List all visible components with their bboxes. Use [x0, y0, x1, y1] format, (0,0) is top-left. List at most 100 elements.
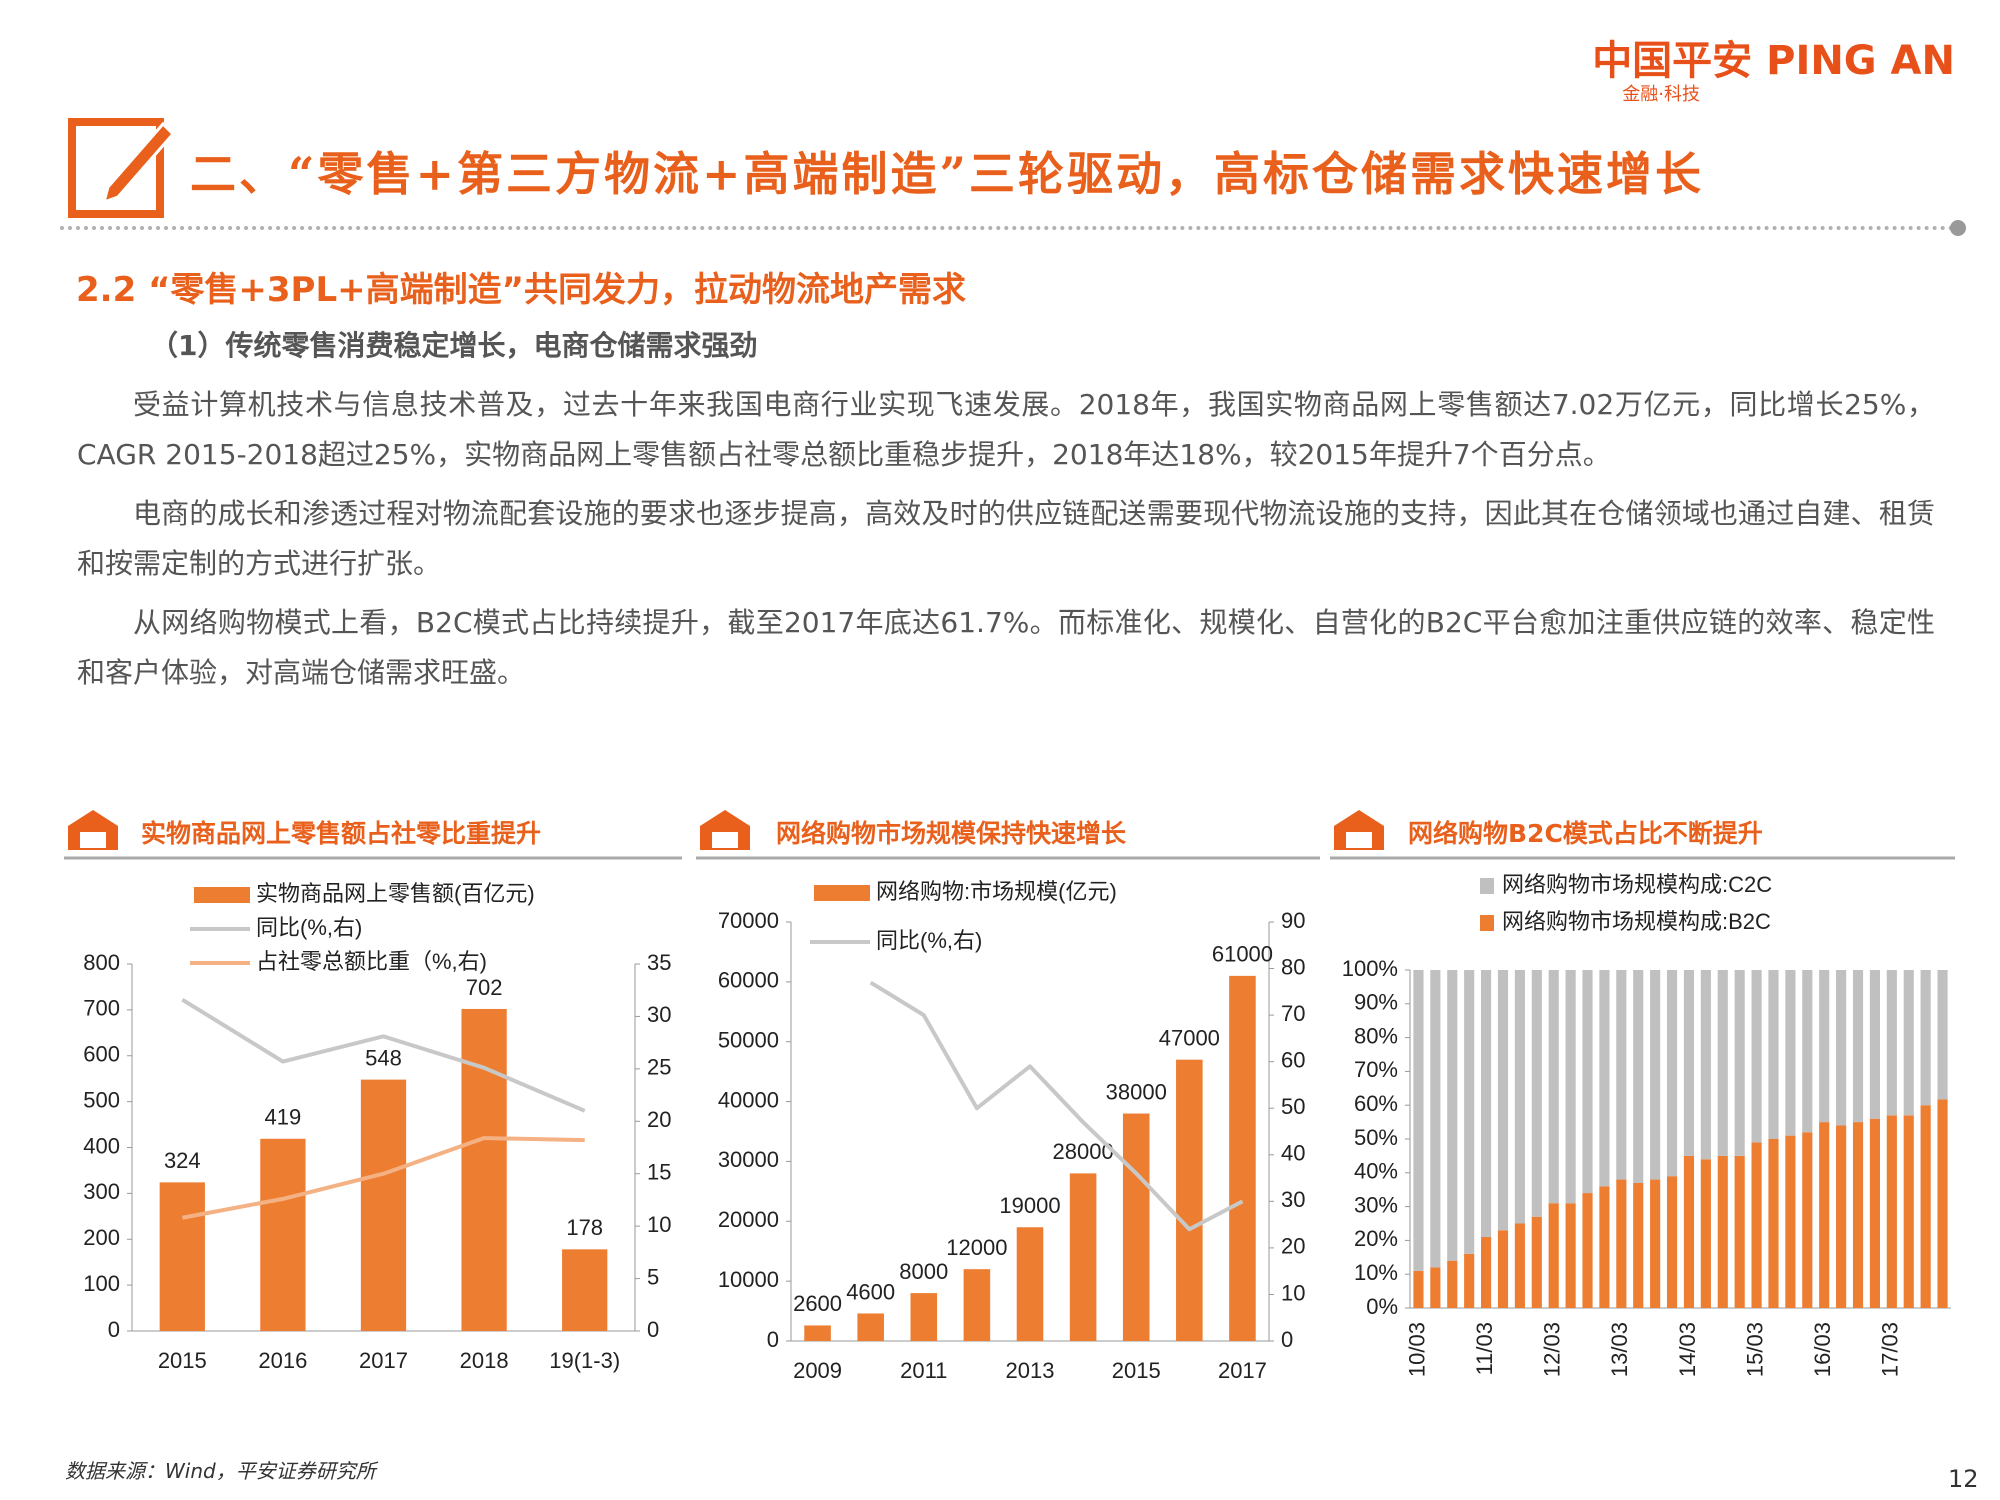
bar	[159, 1182, 205, 1331]
legend-swatch	[814, 885, 870, 901]
bar-segment	[1869, 1118, 1880, 1308]
bar-segment	[1413, 970, 1424, 1271]
bar-segment	[1616, 1179, 1627, 1308]
y-tick-label: 90%	[1354, 990, 1398, 1015]
x-tick-label: 2017	[359, 1348, 408, 1373]
y-tick-label: 20%	[1354, 1226, 1398, 1251]
page-number: 12	[1948, 1465, 1979, 1493]
bar-segment	[1920, 1105, 1931, 1308]
data-label: 8000	[899, 1259, 948, 1284]
panel-title: 网络购物市场规模保持快速增长	[776, 819, 1127, 848]
y-tick-label: 60%	[1354, 1091, 1398, 1116]
x-tick-label: 2011	[900, 1358, 947, 1383]
bar	[1176, 1059, 1203, 1341]
data-label: 324	[164, 1148, 201, 1173]
x-tick-label: 14/03	[1675, 1322, 1700, 1377]
bar-segment	[1903, 970, 1914, 1116]
bar	[1016, 1227, 1044, 1341]
y-tick-label: 20	[1281, 1234, 1305, 1259]
bar-segment	[1497, 970, 1509, 1231]
bar-segment	[1852, 970, 1864, 1123]
bar-segment	[1430, 1267, 1441, 1308]
bar-segment	[1650, 1179, 1661, 1308]
panel-icons	[68, 810, 1384, 850]
bar-segment	[1751, 1142, 1762, 1308]
y-tick-label: 10000	[718, 1267, 779, 1292]
bar-segment	[1565, 970, 1576, 1204]
y-tick-label: 80	[1281, 954, 1305, 979]
y-tick-label: 60000	[718, 968, 779, 993]
divider-dot	[1950, 220, 1966, 236]
bar-segment	[1565, 1203, 1576, 1308]
data-label: 47000	[1159, 1025, 1220, 1050]
bar-segment	[1548, 1203, 1559, 1308]
y-tick-label: 30	[1281, 1187, 1305, 1212]
x-tick-label: 12/03	[1540, 1322, 1565, 1377]
bar-segment	[1802, 970, 1813, 1133]
bar-segment	[1819, 1122, 1830, 1308]
legend-swatch	[1480, 915, 1494, 931]
bar-segment	[1481, 970, 1492, 1238]
y-tick-label: 10%	[1354, 1260, 1398, 1285]
y-tick-label: 50%	[1354, 1125, 1398, 1150]
bar-segment	[1751, 970, 1762, 1143]
bar-segment	[1802, 1132, 1813, 1308]
paragraph: 受益计算机技术与信息技术普及，过去十年来我国电商行业实现飞速发展。2018年，我…	[77, 388, 1935, 471]
legend-label: 实物商品网上零售额(百亿元)	[256, 881, 535, 906]
bar-segment	[1481, 1237, 1492, 1308]
bar	[963, 1269, 991, 1341]
y-tick-label: 30	[647, 1002, 671, 1027]
bar-segment	[1464, 970, 1475, 1254]
bar	[1122, 1113, 1150, 1341]
data-label: 12000	[946, 1235, 1007, 1260]
y-tick-label: 40%	[1354, 1159, 1398, 1184]
x-tick-label: 17/03	[1878, 1322, 1903, 1377]
bar	[260, 1138, 306, 1331]
y-tick-label: 70%	[1354, 1057, 1398, 1082]
y-tick-label: 35	[647, 950, 671, 975]
bar-segment	[1666, 1176, 1678, 1308]
x-tick-label: 2017	[1218, 1358, 1267, 1383]
y-tick-label: 5	[647, 1264, 659, 1289]
y-tick-label: 700	[83, 996, 120, 1021]
panel-title: 实物商品网上零售额占社零比重提升	[141, 819, 542, 848]
y-tick-label: 500	[83, 1087, 120, 1112]
bar-segment	[1650, 970, 1661, 1180]
bar-segment	[1683, 970, 1695, 1156]
y-tick-label: 60	[1281, 1047, 1305, 1072]
y-tick-label: 40	[1281, 1141, 1305, 1166]
bar-segment	[1464, 1253, 1475, 1308]
y-tick-label: 10	[647, 1212, 671, 1237]
legend-label: 网络购物市场规模构成:B2C	[1502, 909, 1771, 934]
bar-segment	[1497, 1230, 1509, 1308]
x-tick-label: 2016	[258, 1348, 307, 1373]
bar-segment	[1514, 970, 1525, 1224]
x-tick-label: 13/03	[1607, 1322, 1632, 1377]
bar-segment	[1734, 970, 1745, 1156]
legend-label: 同比(%,右)	[876, 928, 982, 953]
bar-segment	[1937, 1099, 1948, 1308]
y-tick-label: 100%	[1342, 956, 1398, 981]
bar-segment	[1886, 970, 1897, 1116]
charts: 0100200300400500600700800051015202530352…	[64, 810, 1955, 1383]
x-tick-label: 2009	[793, 1358, 842, 1383]
bar-segment	[1819, 970, 1830, 1123]
bar-segment	[1785, 1135, 1796, 1308]
y-tick-label: 400	[83, 1133, 120, 1158]
logo-cn: 中国平安	[1592, 38, 1753, 84]
legend-label: 网络购物市场规模构成:C2C	[1502, 872, 1772, 897]
y-tick-label: 20	[647, 1107, 671, 1132]
bar-segment	[1937, 970, 1948, 1100]
y-tick-label: 15	[647, 1160, 671, 1185]
bar-segment	[1717, 1155, 1728, 1308]
y-tick-label: 25	[647, 1055, 671, 1080]
legend-label: 网络购物:市场规模(亿元)	[876, 879, 1117, 904]
bar-segment	[1616, 970, 1627, 1180]
bar-segment	[1683, 1155, 1695, 1308]
bar-segment	[1869, 970, 1880, 1119]
y-tick-label: 0	[767, 1327, 779, 1352]
data-label: 178	[566, 1215, 603, 1240]
y-tick-label: 200	[83, 1225, 120, 1250]
paragraph: 从网络购物模式上看，B2C模式占比持续提升，截至2017年底达61.7%。而标准…	[77, 606, 1935, 689]
bar-segment	[1633, 970, 1644, 1183]
